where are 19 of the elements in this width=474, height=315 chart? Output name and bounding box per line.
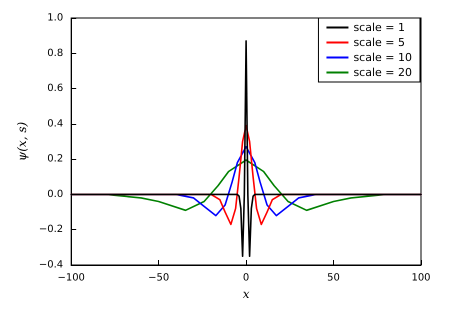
- legend-label: scale = 1: [353, 21, 406, 34]
- y-axis-title: ψ(x, s): [15, 122, 29, 162]
- x-tick-label: 100: [411, 272, 431, 284]
- y-tick-label: 0.8: [47, 48, 64, 59]
- y-tick-label: 0.2: [47, 154, 64, 165]
- x-tick-label: −100: [57, 272, 85, 284]
- x-axis-title: x: [242, 286, 250, 301]
- x-tick-label: 50: [327, 272, 340, 284]
- y-tick-label: −0.4: [38, 260, 64, 270]
- legend-label: scale = 10: [353, 51, 412, 64]
- y-tick-label: 0.6: [47, 83, 64, 94]
- x-tick-label: 0: [242, 272, 250, 284]
- y-tick-label: 1.0: [47, 12, 64, 24]
- x-tick-label: −50: [148, 272, 170, 284]
- y-tick-label: 0.0: [47, 188, 64, 200]
- y-tick-label: 0.4: [47, 118, 64, 130]
- legend-label: scale = 20: [353, 66, 412, 79]
- y-tick-label: −0.2: [38, 224, 64, 236]
- legend-label: scale = 5: [353, 36, 406, 49]
